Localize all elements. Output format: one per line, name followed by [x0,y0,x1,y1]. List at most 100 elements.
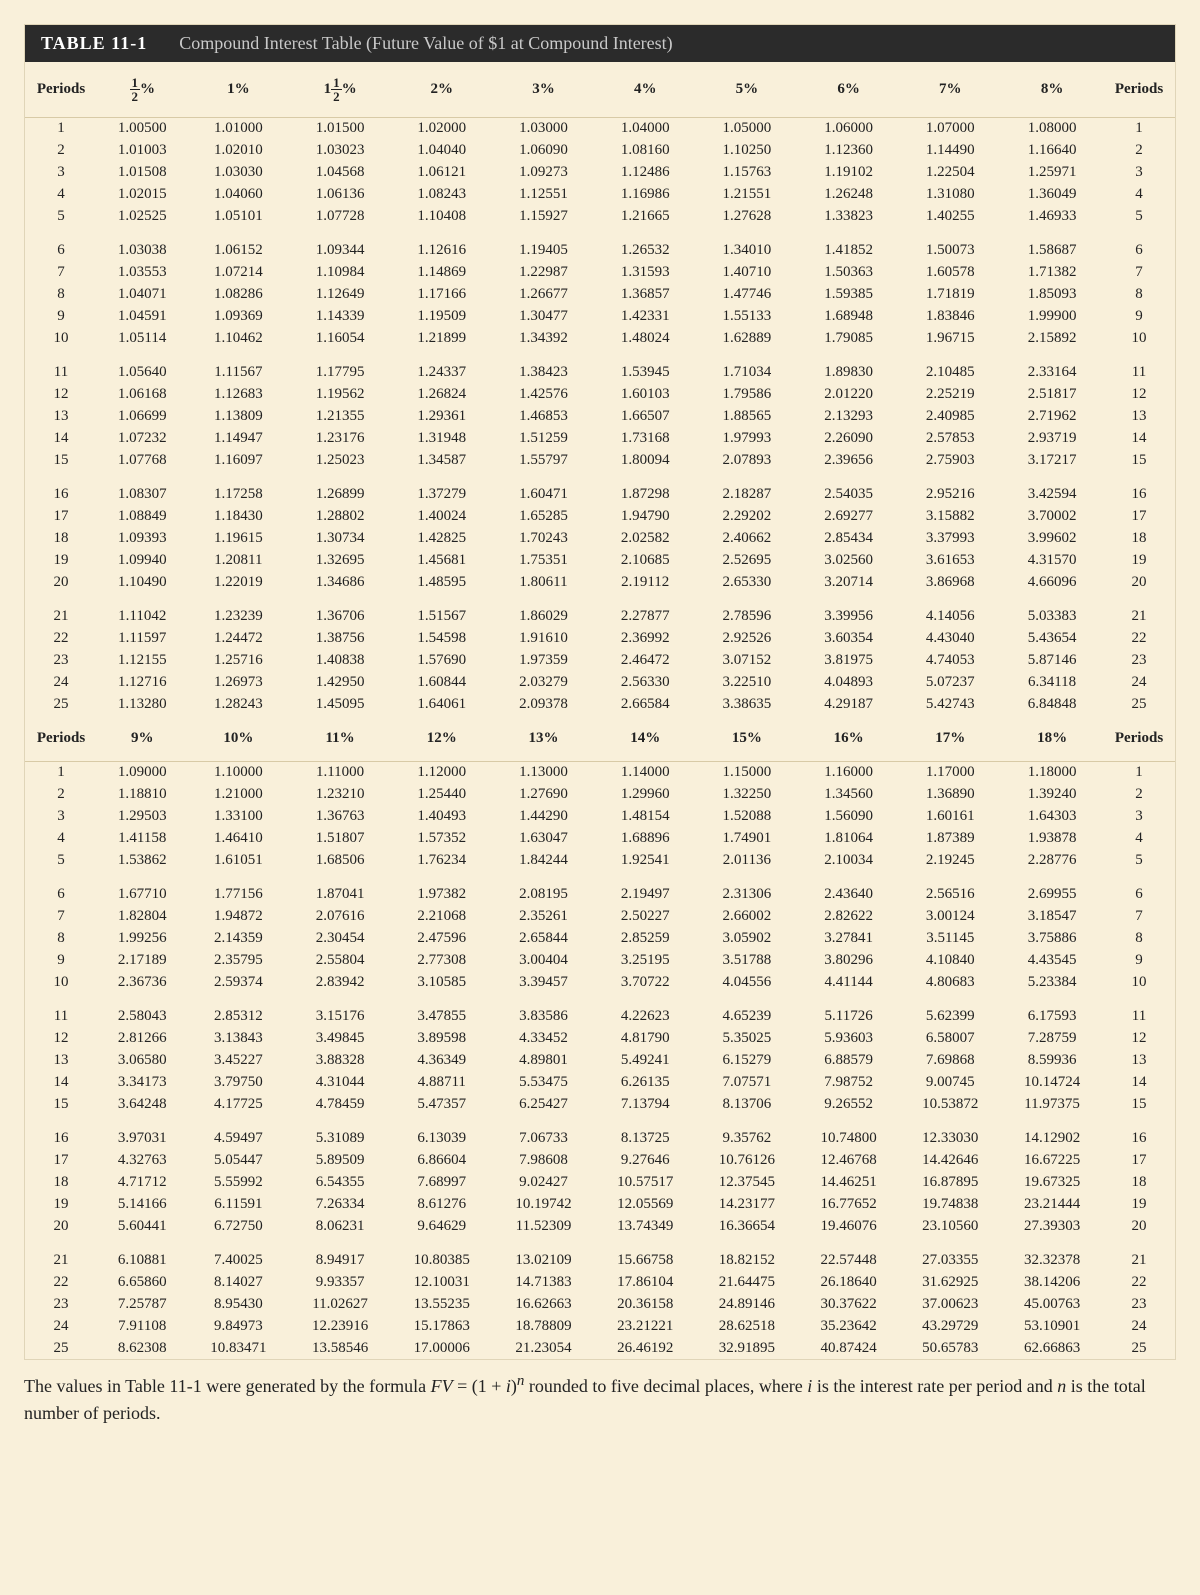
value-cell: 9.93357 [289,1271,391,1293]
period-cell: 3 [1103,805,1175,827]
table-row: 71.828041.948722.076162.210682.352612.50… [25,905,1175,927]
value-cell: 10.76126 [696,1149,798,1171]
value-cell: 26.18640 [798,1271,900,1293]
period-cell: 13 [1103,1049,1175,1071]
value-cell: 8.59936 [1001,1049,1103,1071]
value-cell: 1.87041 [289,883,391,905]
value-cell: 1.55133 [696,306,798,328]
value-cell: 9.00745 [899,1071,1001,1093]
value-cell: 2.65330 [696,572,798,594]
period-cell: 5 [1103,849,1175,871]
col-rate-4: 3% [493,62,595,118]
value-cell: 3.15176 [289,1005,391,1027]
value-cell: 11.52309 [493,1215,595,1237]
value-cell: 21.64475 [696,1271,798,1293]
value-cell: 3.49845 [289,1027,391,1049]
value-cell: 1.25971 [1001,162,1103,184]
value-cell: 1.06090 [493,140,595,162]
value-cell: 1.10490 [97,572,188,594]
value-cell: 1.48154 [594,805,696,827]
table-row: 81.992562.143592.304542.475962.658442.85… [25,927,1175,949]
period-cell: 23 [25,1293,97,1315]
value-cell: 5.93603 [798,1027,900,1049]
value-cell: 4.43040 [899,628,1001,650]
value-cell: 2.85259 [594,927,696,949]
value-cell: 3.05902 [696,927,798,949]
value-cell: 1.11000 [289,761,391,783]
value-cell: 1.64061 [391,694,493,716]
value-cell: 6.72750 [188,1215,290,1237]
value-cell: 45.00763 [1001,1293,1103,1315]
value-cell: 1.12155 [97,650,188,672]
period-cell: 4 [25,184,97,206]
period-cell: 22 [1103,628,1175,650]
period-cell: 25 [1103,1337,1175,1359]
value-cell: 1.01003 [97,140,188,162]
table-row: 226.658608.140279.9335712.1003114.713831… [25,1271,1175,1293]
value-cell: 2.14359 [188,927,290,949]
value-cell: 1.99256 [97,927,188,949]
value-cell: 12.33030 [899,1127,1001,1149]
value-cell: 1.31593 [594,262,696,284]
col-rate-6: 5% [696,62,798,118]
table-row: 171.088491.184301.288021.400241.652851.9… [25,506,1175,528]
value-cell: 3.13843 [188,1027,290,1049]
value-cell: 1.71382 [1001,262,1103,284]
value-cell: 1.73168 [594,428,696,450]
value-cell: 5.14166 [97,1193,188,1215]
value-cell: 7.98752 [798,1071,900,1093]
period-cell: 15 [25,450,97,472]
table-row: 174.327635.054475.895096.866047.986089.2… [25,1149,1175,1171]
value-cell: 1.10984 [289,262,391,284]
value-cell: 9.27646 [594,1149,696,1171]
value-cell: 1.03030 [188,162,290,184]
value-cell: 2.52695 [696,550,798,572]
value-cell: 6.34118 [1001,672,1103,694]
value-cell: 1.06152 [188,240,290,262]
value-cell: 1.17000 [899,761,1001,783]
value-cell: 2.26090 [798,428,900,450]
value-cell: 6.25427 [493,1093,595,1115]
value-cell: 1.06699 [97,406,188,428]
value-cell: 2.56516 [899,883,1001,905]
value-cell: 1.29503 [97,805,188,827]
value-cell: 4.10840 [899,949,1001,971]
period-cell: 12 [1103,1027,1175,1049]
table-row: 237.257878.9543011.0262713.5523516.62663… [25,1293,1175,1315]
period-cell: 16 [25,1127,97,1149]
table-row: 31.015081.030301.045681.061211.092731.12… [25,162,1175,184]
value-cell: 1.17795 [289,362,391,384]
value-cell: 1.85093 [1001,284,1103,306]
value-cell: 1.92541 [594,849,696,871]
period-cell: 12 [25,384,97,406]
period-cell: 16 [1103,1127,1175,1149]
value-cell: 2.33164 [1001,362,1103,384]
value-cell: 5.07237 [899,672,1001,694]
table-row: 161.083071.172581.268991.372791.604711.8… [25,484,1175,506]
value-cell: 2.29202 [696,506,798,528]
value-cell: 1.63047 [493,827,595,849]
value-cell: 2.69277 [798,506,900,528]
value-cell: 4.88711 [391,1071,493,1093]
value-cell: 1.66507 [594,406,696,428]
value-cell: 1.39240 [1001,783,1103,805]
value-cell: 1.15000 [696,761,798,783]
value-cell: 3.88328 [289,1049,391,1071]
value-cell: 1.79085 [798,328,900,350]
value-cell: 1.19615 [188,528,290,550]
value-cell: 1.50363 [798,262,900,284]
value-cell: 1.71819 [899,284,1001,306]
value-cell: 2.02582 [594,528,696,550]
value-cell: 3.51788 [696,949,798,971]
table-row: 71.035531.072141.109841.148691.229871.31… [25,262,1175,284]
col-periods: Periods [25,716,97,762]
value-cell: 1.68506 [289,849,391,871]
value-cell: 1.42331 [594,306,696,328]
value-cell: 23.10560 [899,1215,1001,1237]
value-cell: 1.04000 [594,118,696,140]
value-cell: 1.41158 [97,827,188,849]
value-cell: 4.41144 [798,971,900,993]
value-cell: 13.55235 [391,1293,493,1315]
period-cell: 9 [25,306,97,328]
period-cell: 24 [25,672,97,694]
